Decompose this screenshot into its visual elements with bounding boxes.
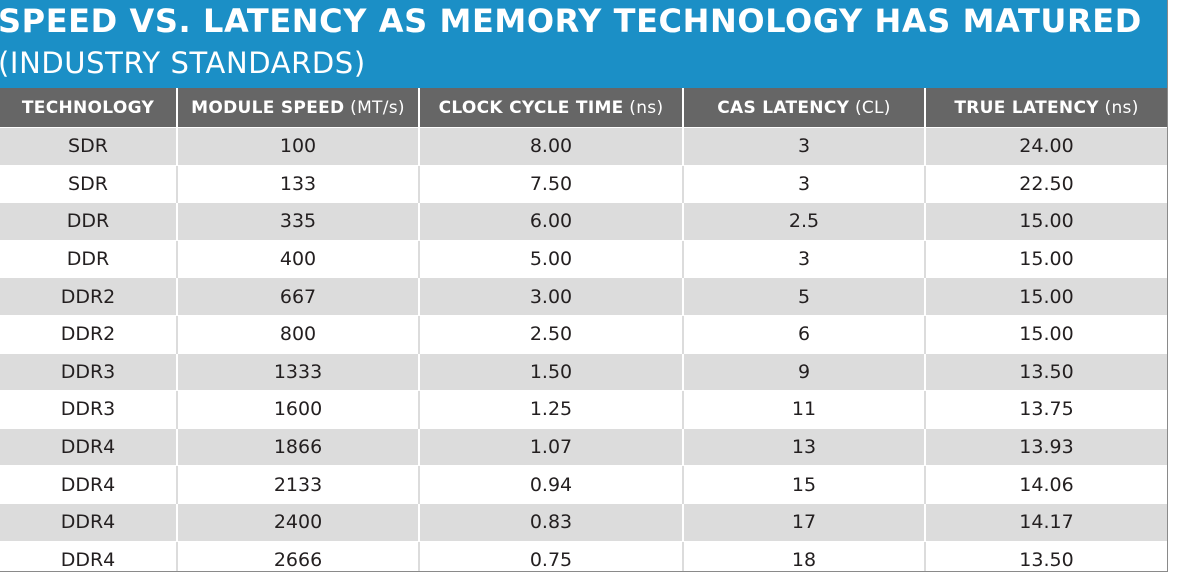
table-cell-cas-latency: 18 bbox=[682, 540, 925, 571]
table-cell-clock-cycle-time: 8.00 bbox=[418, 127, 683, 166]
table-cell-cas-latency: 3 bbox=[682, 239, 925, 278]
table-cell-technology: DDR2 bbox=[0, 277, 177, 316]
table-cell-cas-latency: 13 bbox=[682, 427, 925, 466]
table-cell-cas-latency: 11 bbox=[682, 390, 925, 429]
table-cell-technology: DDR3 bbox=[0, 352, 177, 391]
table-cell-clock-cycle-time: 6.00 bbox=[418, 202, 683, 241]
table-cell-clock-cycle-time: 2.50 bbox=[418, 314, 683, 354]
table-cell-true-latency: 15.00 bbox=[924, 277, 1167, 316]
column-header-unit: (CL) bbox=[849, 97, 891, 118]
table-row: DDR4 2133 0.94 15 14.06 bbox=[0, 465, 1167, 504]
table-cell-true-latency: 15.00 bbox=[924, 314, 1167, 354]
table-cell-true-latency: 13.75 bbox=[924, 390, 1167, 429]
table-cell-true-latency: 22.50 bbox=[924, 164, 1167, 203]
column-header-clock-cycle-time: CLOCK CYCLE TIME (ns) bbox=[418, 88, 683, 128]
table-cell-true-latency: 15.00 bbox=[924, 202, 1167, 241]
column-header-technology: TECHNOLOGY bbox=[0, 88, 177, 128]
latency-table: TECHNOLOGY MODULE SPEED (MT/s) CLOCK CYCLE… bbox=[0, 88, 1167, 571]
column-header-cas-latency: CAS LATENCY (CL) bbox=[682, 88, 925, 128]
table-cell-cas-latency: 2.5 bbox=[682, 202, 925, 241]
table-cell-module-speed: 133 bbox=[176, 164, 419, 203]
table-cell-module-speed: 800 bbox=[176, 314, 419, 354]
table-row: DDR4 2666 0.75 18 13.50 bbox=[0, 540, 1167, 571]
table-cell-module-speed: 335 bbox=[176, 202, 419, 241]
table-cell-clock-cycle-time: 5.00 bbox=[418, 239, 683, 278]
table-cell-technology: SDR bbox=[0, 127, 177, 166]
table-cell-clock-cycle-time: 7.50 bbox=[418, 164, 683, 203]
table-cell-technology: DDR4 bbox=[0, 427, 177, 466]
table-cell-true-latency: 24.00 bbox=[924, 127, 1167, 166]
table-cell-technology: DDR4 bbox=[0, 540, 177, 571]
table-cell-clock-cycle-time: 3.00 bbox=[418, 277, 683, 316]
table-cell-clock-cycle-time: 1.50 bbox=[418, 352, 683, 391]
table-row: SDR 100 8.00 3 24.00 bbox=[0, 127, 1167, 166]
table-cell-module-speed: 2666 bbox=[176, 540, 419, 571]
table-row: DDR4 1866 1.07 13 13.93 bbox=[0, 427, 1167, 466]
column-header-label: CAS LATENCY bbox=[717, 97, 850, 118]
title-band: SPEED VS. LATENCY AS MEMORY TECHNOLOGY H… bbox=[0, 0, 1167, 88]
table-row: DDR2 667 3.00 5 15.00 bbox=[0, 277, 1167, 316]
table-cell-module-speed: 100 bbox=[176, 127, 419, 166]
table-cell-cas-latency: 17 bbox=[682, 502, 925, 542]
table-cell-true-latency: 13.50 bbox=[924, 540, 1167, 571]
table-cell-cas-latency: 5 bbox=[682, 277, 925, 316]
table-cell-technology: DDR2 bbox=[0, 314, 177, 354]
table-cell-technology: DDR bbox=[0, 202, 177, 241]
table-cell-module-speed: 1333 bbox=[176, 352, 419, 391]
column-header-unit: (ns) bbox=[623, 97, 664, 118]
table-body: SDR 100 8.00 3 24.00 SDR 133 7.50 3 22.50 DDR 335 6.… bbox=[0, 127, 1167, 571]
column-header-label: TECHNOLOGY bbox=[21, 97, 155, 118]
table-cell-true-latency: 14.06 bbox=[924, 465, 1167, 504]
table-cell-cas-latency: 3 bbox=[682, 127, 925, 166]
table-cell-cas-latency: 3 bbox=[682, 164, 925, 203]
table-panel: SPEED VS. LATENCY AS MEMORY TECHNOLOGY H… bbox=[0, 0, 1168, 572]
page-title: SPEED VS. LATENCY AS MEMORY TECHNOLOGY H… bbox=[0, 2, 1142, 40]
table-cell-module-speed: 1600 bbox=[176, 390, 419, 429]
table-cell-technology: SDR bbox=[0, 164, 177, 203]
table-cell-clock-cycle-time: 0.94 bbox=[418, 465, 683, 504]
table-cell-module-speed: 2400 bbox=[176, 502, 419, 542]
page-subtitle: (INDUSTRY STANDARDS) bbox=[0, 46, 366, 80]
table-cell-module-speed: 1866 bbox=[176, 427, 419, 466]
table-row: DDR3 1600 1.25 11 13.75 bbox=[0, 390, 1167, 429]
table-cell-module-speed: 2133 bbox=[176, 465, 419, 504]
table-cell-technology: DDR bbox=[0, 239, 177, 278]
column-header-label: CLOCK CYCLE TIME bbox=[438, 97, 624, 118]
column-header-module-speed: MODULE SPEED (MT/s) bbox=[176, 88, 419, 128]
table-cell-true-latency: 13.50 bbox=[924, 352, 1167, 391]
column-header-unit: (MT/s) bbox=[344, 97, 405, 118]
table-row: DDR3 1333 1.50 9 13.50 bbox=[0, 352, 1167, 391]
table-cell-technology: DDR4 bbox=[0, 502, 177, 542]
table-row: SDR 133 7.50 3 22.50 bbox=[0, 164, 1167, 203]
column-header-true-latency: TRUE LATENCY (ns) bbox=[924, 88, 1167, 128]
table-row: DDR4 2400 0.83 17 14.17 bbox=[0, 502, 1167, 542]
table-header-row: TECHNOLOGY MODULE SPEED (MT/s) CLOCK CYCLE… bbox=[0, 88, 1167, 128]
table-cell-true-latency: 13.93 bbox=[924, 427, 1167, 466]
column-header-unit: (ns) bbox=[1098, 97, 1139, 118]
table-cell-true-latency: 14.17 bbox=[924, 502, 1167, 542]
table-cell-clock-cycle-time: 0.83 bbox=[418, 502, 683, 542]
table-row: DDR 335 6.00 2.5 15.00 bbox=[0, 202, 1167, 241]
table-row: DDR2 800 2.50 6 15.00 bbox=[0, 314, 1167, 354]
column-header-label: TRUE LATENCY bbox=[954, 97, 1099, 118]
table-cell-clock-cycle-time: 1.25 bbox=[418, 390, 683, 429]
table-cell-cas-latency: 9 bbox=[682, 352, 925, 391]
table-cell-true-latency: 15.00 bbox=[924, 239, 1167, 278]
table-cell-module-speed: 400 bbox=[176, 239, 419, 278]
table-cell-module-speed: 667 bbox=[176, 277, 419, 316]
table-cell-technology: DDR4 bbox=[0, 465, 177, 504]
table-cell-cas-latency: 6 bbox=[682, 314, 925, 354]
table-row: DDR 400 5.00 3 15.00 bbox=[0, 239, 1167, 278]
table-cell-clock-cycle-time: 0.75 bbox=[418, 540, 683, 571]
column-header-label: MODULE SPEED bbox=[191, 97, 345, 118]
table-cell-cas-latency: 15 bbox=[682, 465, 925, 504]
table-cell-technology: DDR3 bbox=[0, 390, 177, 429]
table-cell-clock-cycle-time: 1.07 bbox=[418, 427, 683, 466]
